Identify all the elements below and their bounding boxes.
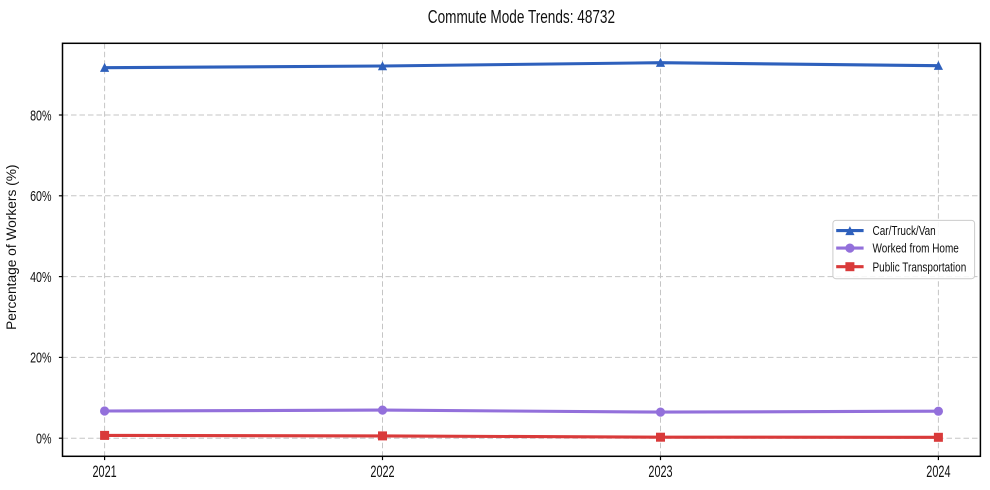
svg-text:Percentage of Workers (%): Percentage of Workers (%) (3, 165, 19, 330)
svg-text:Public Transportation: Public Transportation (873, 261, 967, 274)
svg-text:Commute Mode Trends: 48732: Commute Mode Trends: 48732 (428, 7, 615, 28)
svg-text:Worked from Home: Worked from Home (873, 243, 959, 256)
svg-text:60%: 60% (30, 187, 51, 204)
svg-text:2023: 2023 (648, 462, 672, 481)
svg-text:2024: 2024 (926, 462, 950, 481)
svg-text:2022: 2022 (370, 462, 394, 481)
svg-text:40%: 40% (30, 268, 51, 285)
svg-text:0%: 0% (36, 430, 51, 447)
svg-text:80%: 80% (30, 107, 51, 124)
svg-text:20%: 20% (30, 349, 51, 366)
svg-text:Car/Truck/Van: Car/Truck/Van (873, 225, 936, 238)
svg-text:2021: 2021 (92, 462, 116, 481)
